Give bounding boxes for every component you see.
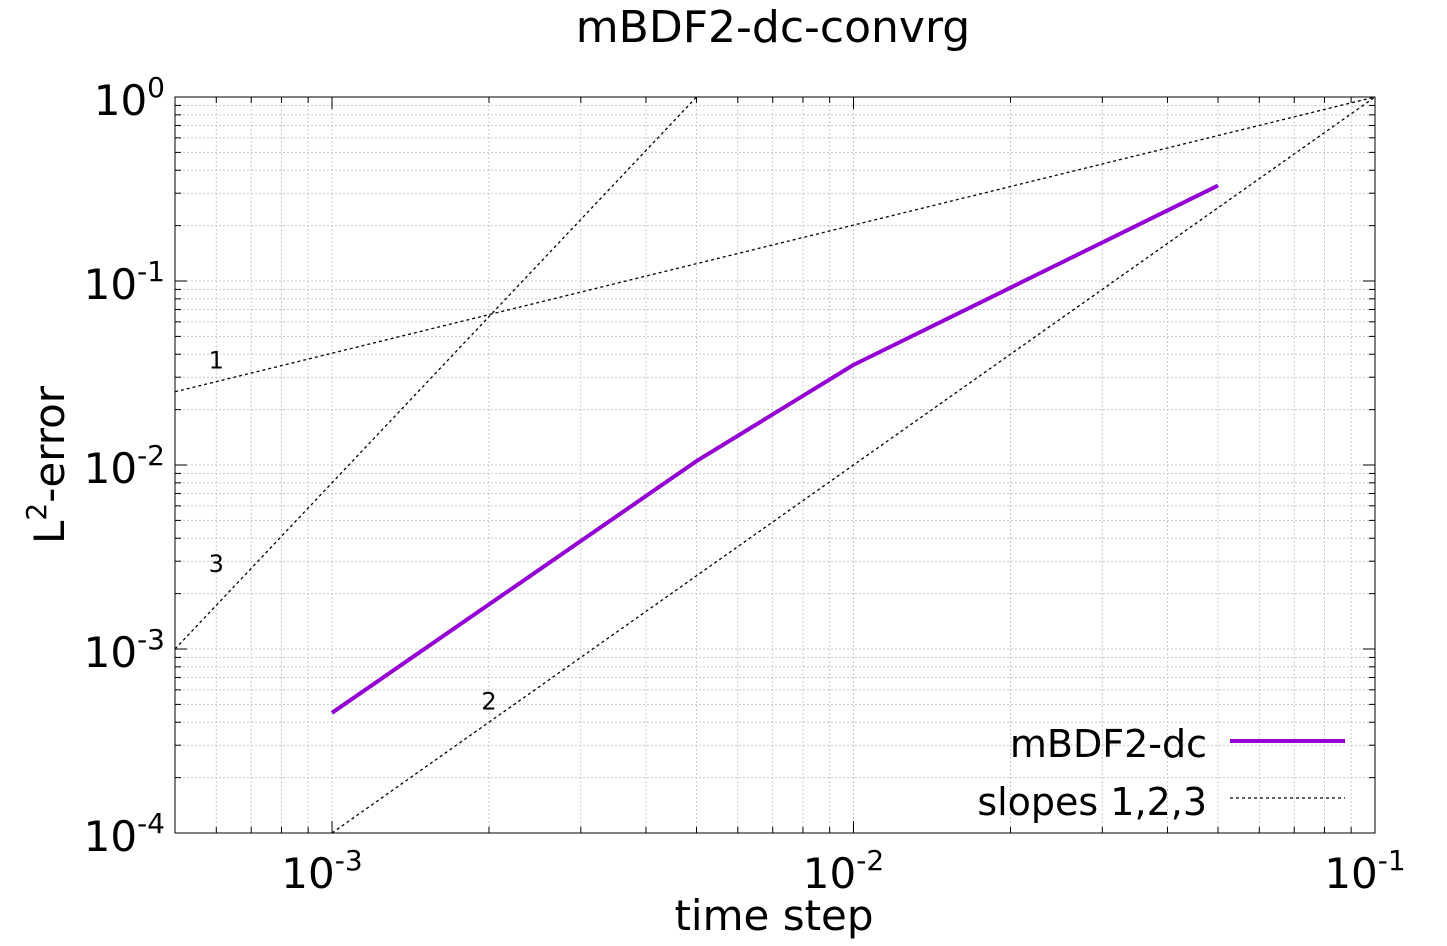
ticks xyxy=(174,96,1376,834)
annotations: 1 3 2 xyxy=(209,346,497,715)
slope-line-2 xyxy=(331,97,1375,833)
series-line-mbdf2-dc xyxy=(330,183,1219,715)
y-tick-label-base: 10 xyxy=(84,260,137,309)
legend-label-slopes: slopes 1,2,3 xyxy=(977,780,1207,824)
series-layer xyxy=(175,97,1375,833)
x-tick-label: 10-3 xyxy=(281,844,362,898)
slope-line-3 xyxy=(175,97,697,650)
x-tick-label-exponent: -3 xyxy=(335,844,363,877)
y-tick-label-base: 10 xyxy=(84,444,137,493)
y-tick-label-exponent: -2 xyxy=(137,439,165,472)
y-tick-label: 10-4 xyxy=(84,807,165,861)
legend-label-mbdf2-dc: mBDF2-dc xyxy=(1010,722,1207,766)
y-tick-label-base: 10 xyxy=(94,76,147,125)
y-axis-label-base: L xyxy=(25,520,74,544)
y-tick-label-base: 10 xyxy=(84,812,137,861)
y-tick-label-base: 10 xyxy=(84,628,137,677)
y-axis-label: L2-error xyxy=(20,385,74,544)
legend: mBDF2-dc slopes 1,2,3 xyxy=(977,722,1345,824)
y-tick-label-exponent: -4 xyxy=(137,807,165,840)
x-tick-label-exponent: -1 xyxy=(1378,844,1406,877)
y-tick-label: 100 xyxy=(94,71,165,125)
x-tick-label-base: 10 xyxy=(1324,849,1377,898)
slope-annotation: 3 xyxy=(209,550,224,578)
x-tick-label: 10-2 xyxy=(803,844,884,898)
y-tick-label-exponent: -1 xyxy=(137,255,165,288)
x-tick-label: 10-1 xyxy=(1324,844,1405,898)
y-axis-label-rest: -error xyxy=(25,385,74,503)
y-tick-label: 10-3 xyxy=(84,623,165,677)
y-tick-label-exponent: -3 xyxy=(137,623,165,656)
slope-annotation: 1 xyxy=(209,346,224,374)
slope-annotation: 2 xyxy=(481,687,496,715)
slope-line-1 xyxy=(175,97,1375,393)
y-tick-label-exponent: 0 xyxy=(147,71,165,104)
chart-title: mBDF2-dc-convrg xyxy=(576,2,970,53)
x-tick-label-base: 10 xyxy=(803,849,856,898)
y-axis-label-superscript: 2 xyxy=(20,503,53,521)
y-tick-label: 10-1 xyxy=(84,255,165,309)
series-clip-group xyxy=(175,97,1375,833)
x-tick-label-base: 10 xyxy=(281,849,334,898)
y-tick-label: 10-2 xyxy=(84,439,165,493)
x-axis-label: time step xyxy=(674,891,873,940)
x-tick-label-exponent: -2 xyxy=(856,844,884,877)
